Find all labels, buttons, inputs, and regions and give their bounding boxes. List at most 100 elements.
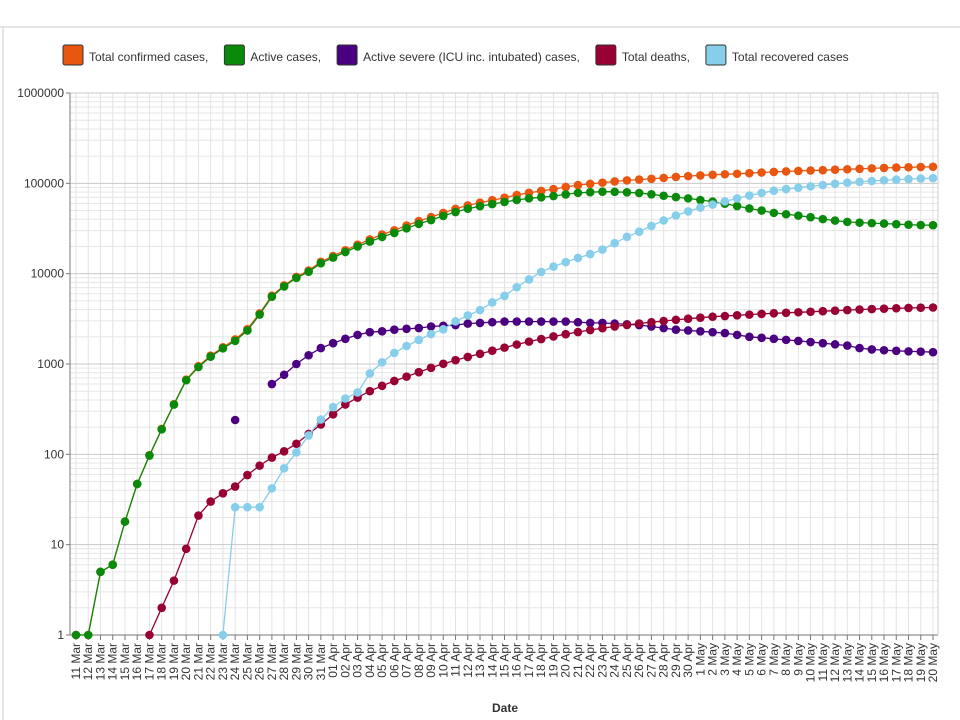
data-point <box>708 200 717 209</box>
y-tick-label: 100 <box>44 447 64 461</box>
x-tick-label: 7 May <box>767 643 781 676</box>
data-point <box>843 305 852 315</box>
data-point <box>414 219 424 229</box>
data-point <box>647 190 656 199</box>
data-point <box>879 163 889 173</box>
data-point <box>365 386 375 396</box>
x-tick-label: 11 Mar <box>69 643 83 679</box>
data-point <box>683 326 693 335</box>
data-point <box>524 317 534 326</box>
data-point <box>549 262 558 271</box>
data-point <box>365 327 375 337</box>
data-point <box>794 211 803 220</box>
data-point <box>757 206 766 215</box>
data-point <box>292 439 301 449</box>
data-point <box>622 320 632 330</box>
data-point <box>536 334 546 344</box>
x-tick-label: 13 Apr <box>473 643 487 678</box>
data-point <box>683 207 693 216</box>
data-point <box>536 267 546 277</box>
x-tick-label: 14 May <box>853 643 867 682</box>
data-point <box>255 461 264 470</box>
data-point <box>438 211 448 221</box>
data-point <box>904 220 913 229</box>
data-point <box>879 304 889 313</box>
data-point <box>904 174 913 184</box>
data-point <box>512 282 522 292</box>
data-point <box>218 489 228 498</box>
data-point <box>818 180 828 190</box>
data-point <box>818 306 828 316</box>
data-point <box>928 303 938 312</box>
data-point <box>181 544 191 554</box>
data-point <box>708 170 717 180</box>
data-point <box>891 163 901 172</box>
data-point <box>928 347 938 357</box>
data-point <box>377 232 387 242</box>
data-point <box>855 218 864 227</box>
x-tick-label: 13 May <box>840 643 854 682</box>
x-tick-label: 20 Apr <box>559 643 573 678</box>
data-point <box>879 175 889 185</box>
data-point <box>769 208 779 218</box>
data-point <box>781 184 791 194</box>
data-point <box>806 337 815 347</box>
x-tick-label: 29 Apr <box>669 643 683 678</box>
data-point <box>390 348 399 358</box>
data-point <box>549 317 558 326</box>
x-tick-label: 13 Mar <box>93 643 107 680</box>
data-point <box>794 183 803 192</box>
data-point <box>891 175 901 184</box>
data-point <box>524 275 534 284</box>
data-point <box>377 327 387 336</box>
legend-swatch <box>336 44 358 66</box>
data-point <box>304 267 313 277</box>
data-point <box>781 167 791 176</box>
data-point <box>549 184 558 194</box>
data-point <box>475 349 485 359</box>
data-point <box>867 345 877 354</box>
data-point <box>549 332 558 341</box>
data-point <box>328 338 338 348</box>
data-point <box>610 177 619 186</box>
data-point <box>83 630 93 640</box>
data-point <box>316 258 326 268</box>
data-point <box>585 318 595 328</box>
data-point <box>769 186 779 195</box>
legend-label: Active severe (ICU inc. intubated) cases… <box>363 50 580 64</box>
data-point <box>255 502 264 512</box>
data-point <box>622 232 632 242</box>
data-point <box>904 162 913 172</box>
data-point <box>304 350 313 360</box>
x-tick-label: 10 May <box>804 643 818 682</box>
data-point <box>561 257 571 267</box>
data-point <box>438 359 448 369</box>
data-point <box>169 400 179 409</box>
data-point <box>806 182 815 191</box>
data-point <box>145 630 154 640</box>
data-point <box>843 164 852 174</box>
data-point <box>843 178 852 187</box>
data-point <box>267 379 277 389</box>
y-tick-label: 100000 <box>24 176 64 190</box>
data-point <box>757 188 766 198</box>
data-point <box>610 322 619 331</box>
data-point <box>855 164 864 174</box>
data-point <box>916 162 926 172</box>
data-point <box>341 394 350 403</box>
data-point <box>830 306 840 315</box>
data-point <box>561 317 571 326</box>
x-tick-label: 8 May <box>779 643 793 676</box>
data-point <box>328 410 338 419</box>
data-point <box>610 238 619 248</box>
legend-label: Active cases, <box>250 50 321 64</box>
data-point <box>585 179 595 189</box>
data-point <box>561 329 571 339</box>
data-point <box>757 168 766 177</box>
data-point <box>463 319 473 328</box>
data-point <box>206 497 215 506</box>
y-tick-label: 1000000 <box>17 86 64 100</box>
x-tick-label: 15 Apr <box>498 643 512 678</box>
x-tick-label: 17 Mar <box>142 643 156 680</box>
data-point <box>536 193 546 202</box>
